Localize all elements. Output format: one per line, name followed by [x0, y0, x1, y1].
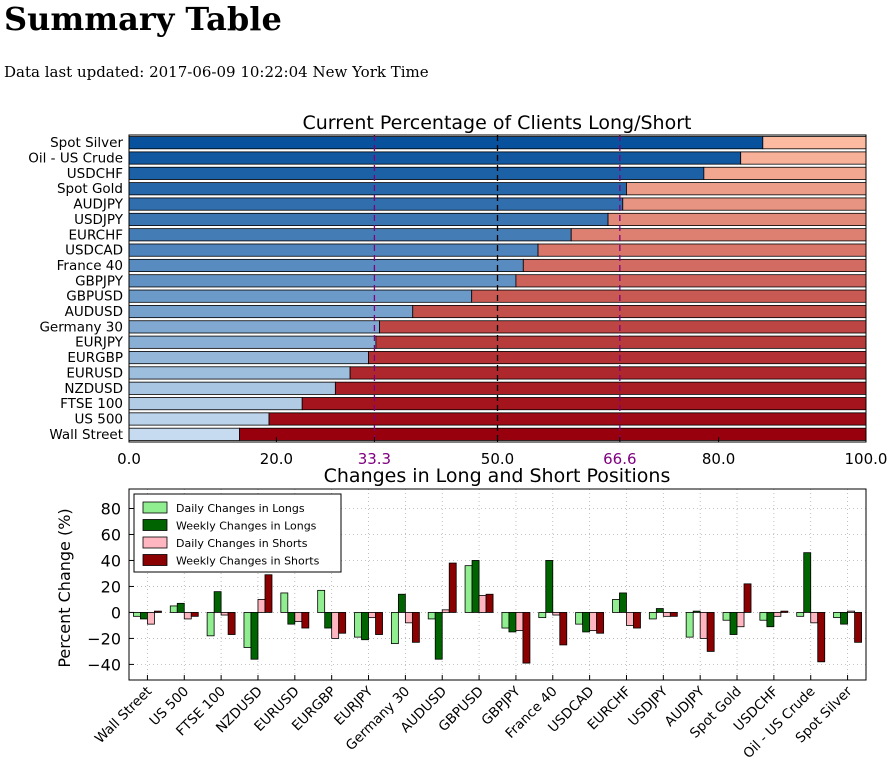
category-label: US 500	[74, 411, 123, 427]
short-bar	[522, 258, 867, 273]
short-bar	[537, 243, 867, 257]
page-title: Summary Table	[4, 0, 282, 38]
chart1-bars	[128, 136, 867, 441]
category-label: USDCHF	[67, 166, 123, 182]
short-bar	[622, 197, 867, 211]
x-tick-label: 33.3	[358, 450, 391, 468]
chart1-title: Current Percentage of Clients Long/Short	[303, 112, 692, 134]
long-bar	[128, 304, 414, 319]
long-bar	[128, 351, 369, 365]
category-label: GBPJPY	[75, 273, 124, 289]
long-bar	[128, 427, 240, 441]
short-bar	[301, 397, 867, 411]
category-label: Oil - US Crude	[28, 151, 123, 167]
category-label: FTSE 100	[60, 396, 123, 412]
category-label: AUDJPY	[73, 197, 123, 213]
short-bar	[412, 304, 867, 319]
category-label: Spot Gold	[57, 181, 123, 197]
category-label: EURJPY	[75, 335, 124, 351]
short-bar	[239, 427, 867, 441]
short-bar	[570, 228, 867, 242]
x-tick-label: 100.0	[845, 450, 888, 468]
short-bar	[471, 289, 867, 303]
short-bar	[379, 320, 867, 334]
long-bar	[128, 182, 627, 196]
x-tick-label: 50.0	[481, 450, 514, 468]
long-bar	[128, 320, 380, 334]
long-bar	[128, 197, 624, 211]
category-label: GBPUSD	[66, 289, 123, 305]
x-tick-label: 80.0	[702, 450, 735, 468]
long-bar	[128, 166, 705, 180]
long-bar	[128, 228, 572, 242]
x-tick-label: 0.0	[117, 450, 141, 468]
category-label: EURUSD	[66, 365, 123, 381]
category-label: NZDUSD	[64, 381, 123, 397]
long-bar	[128, 397, 303, 411]
category-label: France 40	[57, 258, 123, 274]
long-bar	[128, 381, 336, 395]
chart1-x-ticks: 0.0 20.0 33.3 50.0 66.6 80.0 100.0	[117, 437, 887, 468]
category-label: Germany 30	[39, 319, 123, 335]
short-bar	[626, 182, 867, 196]
short-bar	[334, 381, 867, 395]
category-label: Wall Street	[49, 427, 123, 443]
long-bar	[128, 412, 270, 426]
long-bar	[128, 366, 351, 380]
long-bar	[128, 335, 377, 349]
short-bar	[740, 151, 867, 165]
last-updated-text: Data last updated: 2017-06-09 10:22:04 N…	[4, 63, 429, 81]
short-bar	[349, 366, 867, 380]
short-bar	[703, 166, 867, 180]
short-bar	[607, 212, 867, 226]
x-tick-label: 20.0	[260, 450, 293, 468]
category-label: USDJPY	[74, 212, 124, 228]
short-bar	[762, 136, 867, 150]
category-label: USDCAD	[65, 243, 123, 259]
category-label: EURCHF	[69, 227, 123, 243]
short-bar	[375, 335, 867, 349]
long-bar	[128, 243, 539, 257]
chart1-reference-lines	[373, 135, 621, 442]
long-bar	[128, 289, 473, 303]
category-label: Spot Silver	[50, 135, 123, 151]
long-bar	[128, 212, 609, 226]
long-bar	[128, 151, 742, 165]
long-bar	[128, 274, 517, 288]
category-label: EURGBP	[67, 350, 123, 366]
long-bar	[128, 258, 524, 273]
category-label: AUDUSD	[65, 304, 123, 320]
short-bar	[368, 351, 867, 365]
short-bar	[268, 412, 867, 426]
long-bar	[128, 136, 764, 150]
short-bar	[515, 274, 867, 288]
x-tick-label: 66.6	[603, 450, 636, 468]
